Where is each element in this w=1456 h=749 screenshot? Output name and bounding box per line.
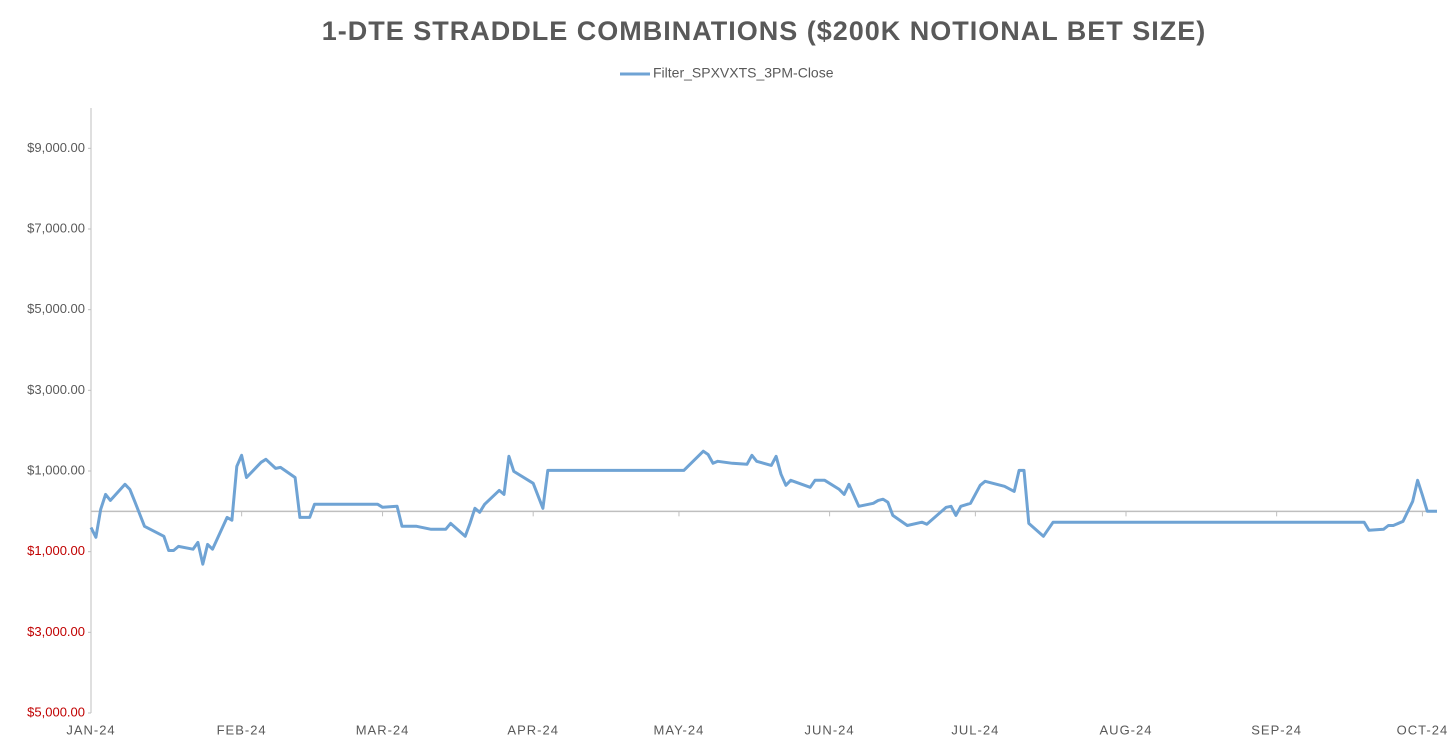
legend-label: Filter_SPXVXTS_3PM-Close bbox=[653, 65, 834, 81]
y-tick-label: $5,000.00 bbox=[27, 301, 85, 316]
x-tick-label: SEP-24 bbox=[1251, 722, 1302, 737]
x-tick-label: JAN-24 bbox=[66, 722, 115, 737]
x-tick-label: FEB-24 bbox=[217, 722, 267, 737]
y-tick-label: $3,000.00 bbox=[27, 624, 85, 639]
y-tick-label: $1,000.00 bbox=[27, 543, 85, 558]
x-tick-label: MAR-24 bbox=[356, 722, 410, 737]
x-tick-label: MAY-24 bbox=[654, 722, 705, 737]
x-tick-label: APR-24 bbox=[507, 722, 559, 737]
x-tick-label: JUL-24 bbox=[951, 722, 999, 737]
chart-title: 1-DTE STRADDLE COMBINATIONS ($200K NOTIO… bbox=[322, 16, 1207, 46]
y-tick-label: $5,000.00 bbox=[27, 704, 85, 719]
y-tick-label: $1,000.00 bbox=[27, 462, 85, 477]
y-tick-label: $9,000.00 bbox=[27, 140, 85, 155]
data-line bbox=[89, 449, 1437, 566]
y-tick-label: $7,000.00 bbox=[27, 220, 85, 235]
x-tick-label: AUG-24 bbox=[1100, 722, 1153, 737]
x-tick-label: OCT-24 bbox=[1397, 722, 1449, 737]
y-tick-label: $3,000.00 bbox=[27, 382, 85, 397]
x-tick-label: JUN-24 bbox=[805, 722, 855, 737]
